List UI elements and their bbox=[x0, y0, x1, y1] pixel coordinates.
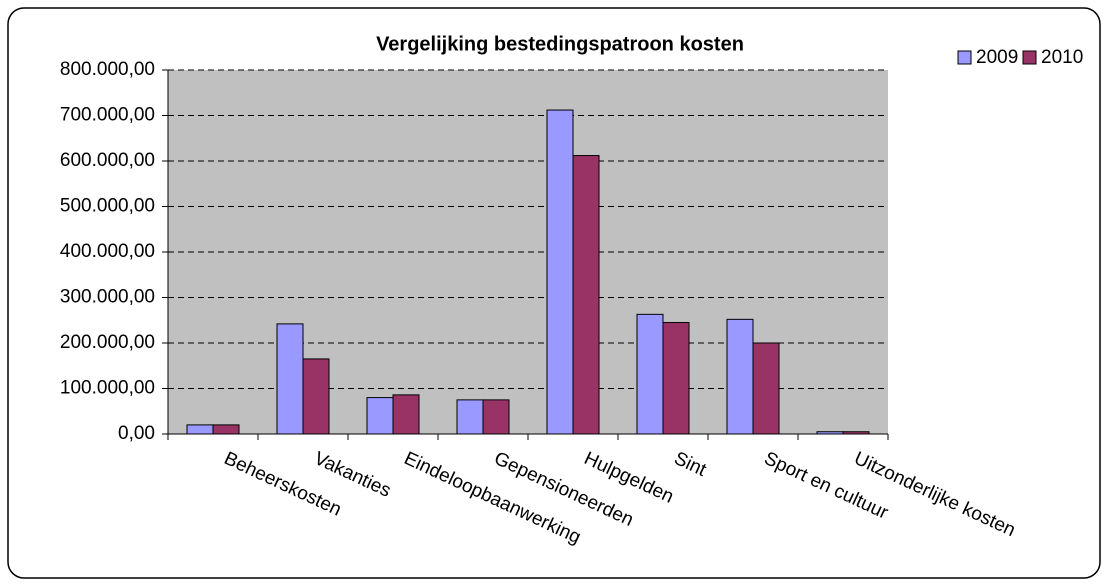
bar bbox=[752, 342, 780, 435]
y-tick-label: 0,00 bbox=[118, 423, 155, 444]
y-tick-label: 300.000,00 bbox=[60, 287, 155, 308]
bar bbox=[366, 397, 394, 435]
bar bbox=[456, 399, 484, 435]
legend-swatch bbox=[957, 50, 972, 65]
bar bbox=[662, 322, 690, 435]
bar bbox=[302, 358, 330, 435]
y-tick-label: 800.000,00 bbox=[60, 59, 155, 80]
bar bbox=[546, 109, 574, 435]
bar bbox=[392, 394, 420, 435]
legend-swatch bbox=[1022, 50, 1037, 65]
y-tick-label: 100.000,00 bbox=[60, 378, 155, 399]
bar bbox=[482, 399, 510, 435]
bar bbox=[212, 424, 240, 435]
y-tick-label: 500.000,00 bbox=[60, 196, 155, 217]
y-tick-label: 400.000,00 bbox=[60, 241, 155, 262]
bar bbox=[572, 155, 600, 435]
y-tick-label: 700.000,00 bbox=[60, 105, 155, 126]
y-tick-label: 600.000,00 bbox=[60, 150, 155, 171]
bar bbox=[276, 323, 304, 435]
bar bbox=[726, 318, 754, 435]
legend-label: 2010 bbox=[1041, 47, 1083, 68]
legend-label: 2009 bbox=[976, 47, 1018, 68]
bar bbox=[186, 424, 214, 435]
bar bbox=[636, 313, 664, 435]
chart-title: Vergelijking bestedingspatroon kosten bbox=[376, 33, 744, 55]
y-tick-label: 200.000,00 bbox=[60, 332, 155, 353]
